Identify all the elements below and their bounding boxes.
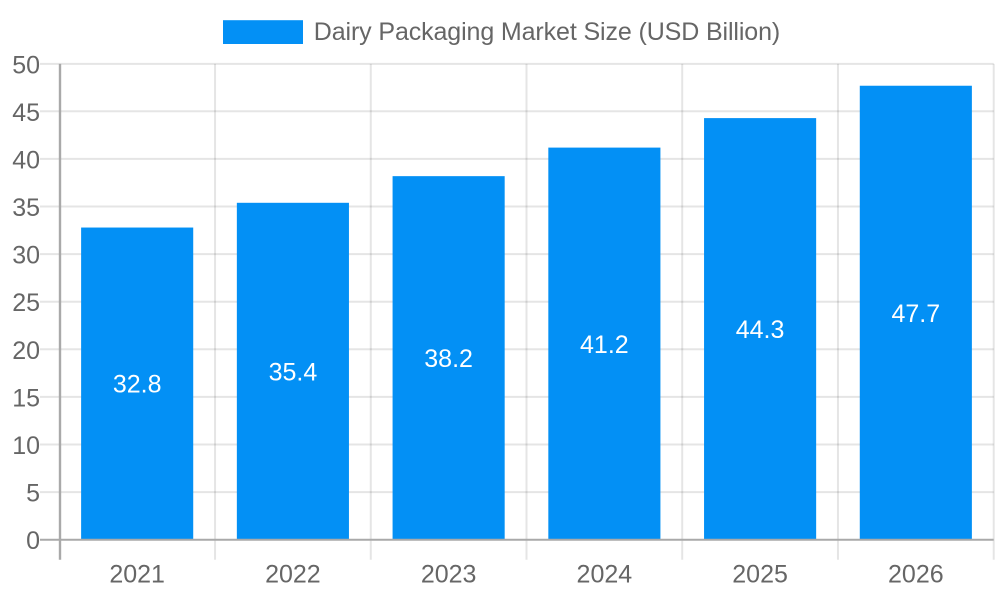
svg-text:32.8: 32.8 xyxy=(113,371,162,399)
svg-text:38.2: 38.2 xyxy=(424,345,473,373)
svg-text:Dairy Packaging Market Size (U: Dairy Packaging Market Size (USD Billion… xyxy=(314,18,780,46)
svg-text:41.2: 41.2 xyxy=(580,331,629,359)
svg-text:5: 5 xyxy=(26,480,40,508)
svg-text:40: 40 xyxy=(12,146,40,174)
svg-text:2023: 2023 xyxy=(421,560,477,588)
svg-text:20: 20 xyxy=(12,337,40,365)
svg-text:30: 30 xyxy=(12,242,40,270)
svg-text:44.3: 44.3 xyxy=(736,316,785,344)
svg-text:2026: 2026 xyxy=(888,560,944,588)
svg-text:0: 0 xyxy=(26,527,40,555)
svg-text:25: 25 xyxy=(12,289,40,317)
svg-text:2022: 2022 xyxy=(265,560,321,588)
svg-text:45: 45 xyxy=(12,99,40,127)
svg-text:2021: 2021 xyxy=(109,560,165,588)
svg-text:2024: 2024 xyxy=(577,560,633,588)
svg-text:15: 15 xyxy=(12,384,40,412)
svg-text:47.7: 47.7 xyxy=(891,300,940,328)
svg-text:35: 35 xyxy=(12,194,40,222)
svg-text:10: 10 xyxy=(12,432,40,460)
svg-text:35.4: 35.4 xyxy=(269,358,318,386)
svg-text:50: 50 xyxy=(12,51,40,79)
svg-text:2025: 2025 xyxy=(732,560,788,588)
